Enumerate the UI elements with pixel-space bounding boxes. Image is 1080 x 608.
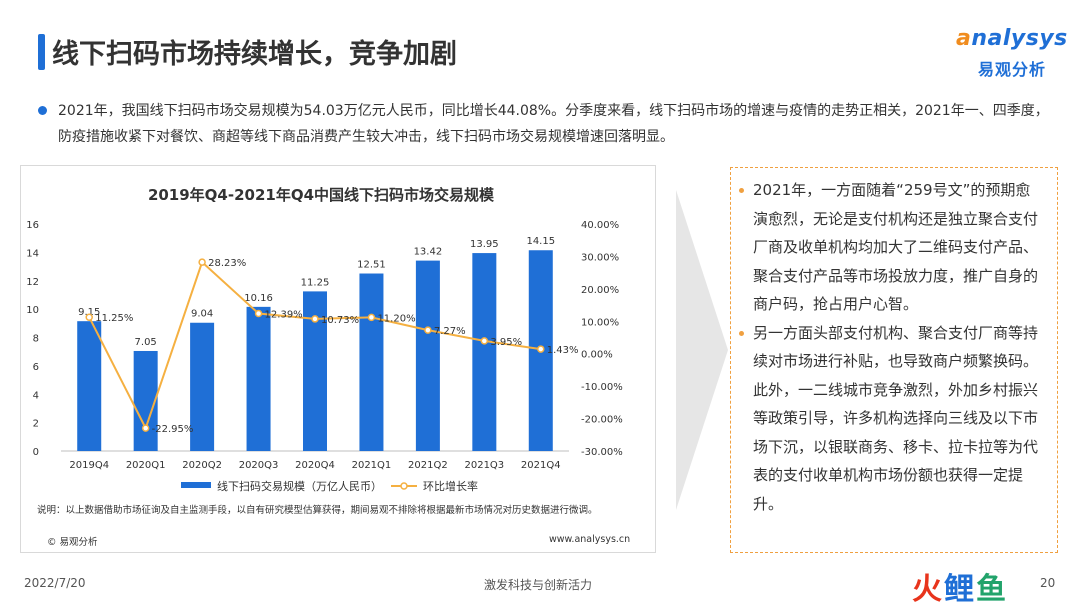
x-tick-label: 2019Q4 <box>69 460 109 471</box>
side-item-competition: 另一方面头部支付机构、聚合支付厂商等持续对市场进行补贴，也导致商户频繁换码。此外… <box>739 319 1043 519</box>
line-point <box>480 337 489 345</box>
x-tick-label: 2021Q2 <box>408 460 448 471</box>
page-title: 线下扫码市场持续增长，竞争加剧 <box>52 39 457 70</box>
chart-source-note: 说明：以上数据借助市场征询及自主监测手段，以自有研究模型估算获得，期间易观不排除… <box>37 505 598 516</box>
y-tick-label: 2 <box>33 419 39 430</box>
line-data-label: 12.39% <box>265 310 303 321</box>
bar <box>415 260 440 451</box>
x-tick-label: 2021Q1 <box>352 460 392 471</box>
brand-watermark-logo: 火鲤鱼 <box>912 572 1008 607</box>
bar-data-label: 9.04 <box>191 309 213 320</box>
line-point <box>424 326 432 334</box>
y2-tick-label: -30.00% <box>581 447 623 458</box>
line-data-label: 10.73% <box>321 315 359 326</box>
combo-chart: 2019年Q4-2021年Q4中国线下扫码市场交易规模 0 2 4 6 8 10 12 14 1… <box>26 186 623 493</box>
line-point <box>537 345 545 353</box>
bar-data-label: 11.25 <box>301 277 330 288</box>
logo-cn-text: 易观分析 <box>978 60 1047 79</box>
y2-tick-label: -10.00% <box>581 382 623 393</box>
bullet-icon <box>739 188 744 193</box>
x-tick-label: 2020Q2 <box>182 460 222 471</box>
legend-line-label: 环比增长率 <box>423 479 478 493</box>
line-data-label: 28.23% <box>208 258 246 269</box>
line-data-label: 11.25% <box>95 313 133 324</box>
chart-container: 2019年Q4-2021年Q4中国线下扫码市场交易规模 0 2 4 6 8 10 12 14 1… <box>20 165 656 553</box>
bar-data-label: 13.42 <box>414 247 443 258</box>
footer-slogan: 激发科技与创新活力 <box>484 578 593 592</box>
y-tick-label: 16 <box>26 220 39 231</box>
y-tick-label: 4 <box>33 390 39 401</box>
bar-data-label: 13.95 <box>470 239 499 250</box>
bullet-icon <box>739 330 744 336</box>
bar <box>77 321 102 451</box>
x-tick-label: 2021Q4 <box>521 460 561 471</box>
line-point <box>85 313 93 321</box>
x-tick-label: 2020Q4 <box>295 460 335 471</box>
bar <box>133 350 158 451</box>
line-data-label: 3.95% <box>490 337 522 348</box>
line-point <box>254 309 263 318</box>
analysys-logo: analysys 易观分析 <box>956 24 1068 80</box>
line-data-label: -22.95% <box>152 424 194 435</box>
logo-wordmark: analysys <box>956 26 1068 51</box>
bar <box>190 322 215 451</box>
page-number: 20 <box>1040 576 1056 590</box>
bar-data-label: 10.16 <box>244 293 273 304</box>
line-point <box>198 258 206 266</box>
bar <box>246 306 271 451</box>
chart-title: 2019年Q4-2021年Q4中国线下扫码市场交易规模 <box>148 186 495 204</box>
line-point <box>367 313 376 322</box>
y2-tick-label: -20.00% <box>581 415 623 426</box>
y-tick-label: 12 <box>26 277 39 288</box>
intro-text: 2021年，我国线下扫码市场交易规模为54.03万亿元人民币，同比增长44.08… <box>58 103 1049 145</box>
chart-copyright: © 易观分析 <box>47 537 98 548</box>
legend-bar-swatch <box>181 482 211 488</box>
bar-data-label: 12.51 <box>357 260 386 271</box>
line-data-label: 7.27% <box>434 326 466 337</box>
side-item-policy: 2021年，一方面随着“259号文”的预期愈演愈烈，无论是支付机构还是独立聚合支… <box>739 176 1043 319</box>
title-accent-bar <box>38 34 45 70</box>
y-tick-label: 8 <box>33 334 39 345</box>
y2-tick-label: 40.00% <box>581 220 619 231</box>
line-point <box>311 315 319 323</box>
y-tick-label: 6 <box>33 362 39 373</box>
footer-date: 2022/7/20 <box>24 576 86 590</box>
x-tick-label: 2021Q3 <box>464 460 504 471</box>
line-point <box>141 424 150 432</box>
y2-tick-label: 10.00% <box>581 317 619 328</box>
arrow-divider-icon <box>676 190 728 510</box>
chart-website-link[interactable]: www.analysys.cn <box>549 534 631 545</box>
line-data-label: 1.43% <box>547 345 579 356</box>
bar-data-label: 9.15 <box>78 307 100 318</box>
line-data-label: 11.20% <box>377 313 415 324</box>
bar <box>472 253 497 451</box>
bar <box>359 273 384 451</box>
y-tick-label: 10 <box>26 305 39 316</box>
y-tick-label: 14 <box>26 248 39 259</box>
legend-line-marker <box>400 482 408 490</box>
legend-bar-label: 线下扫码交易规模（万亿人民币） <box>217 479 382 493</box>
bar-data-label: 14.15 <box>526 236 555 247</box>
x-tick-label: 2020Q3 <box>239 460 279 471</box>
intro-bullet-icon <box>38 106 47 115</box>
y-tick-label: 0 <box>33 447 39 458</box>
x-tick-label: 2020Q1 <box>126 460 166 471</box>
y2-tick-label: 30.00% <box>581 252 619 263</box>
y2-tick-label: 20.00% <box>581 285 619 296</box>
side-panel: 2021年，一方面随着“259号文”的预期愈演愈烈，无论是支付机构还是独立聚合支… <box>730 167 1058 553</box>
y2-tick-label: 0.00% <box>581 350 613 361</box>
bar-data-label: 7.05 <box>135 337 157 348</box>
